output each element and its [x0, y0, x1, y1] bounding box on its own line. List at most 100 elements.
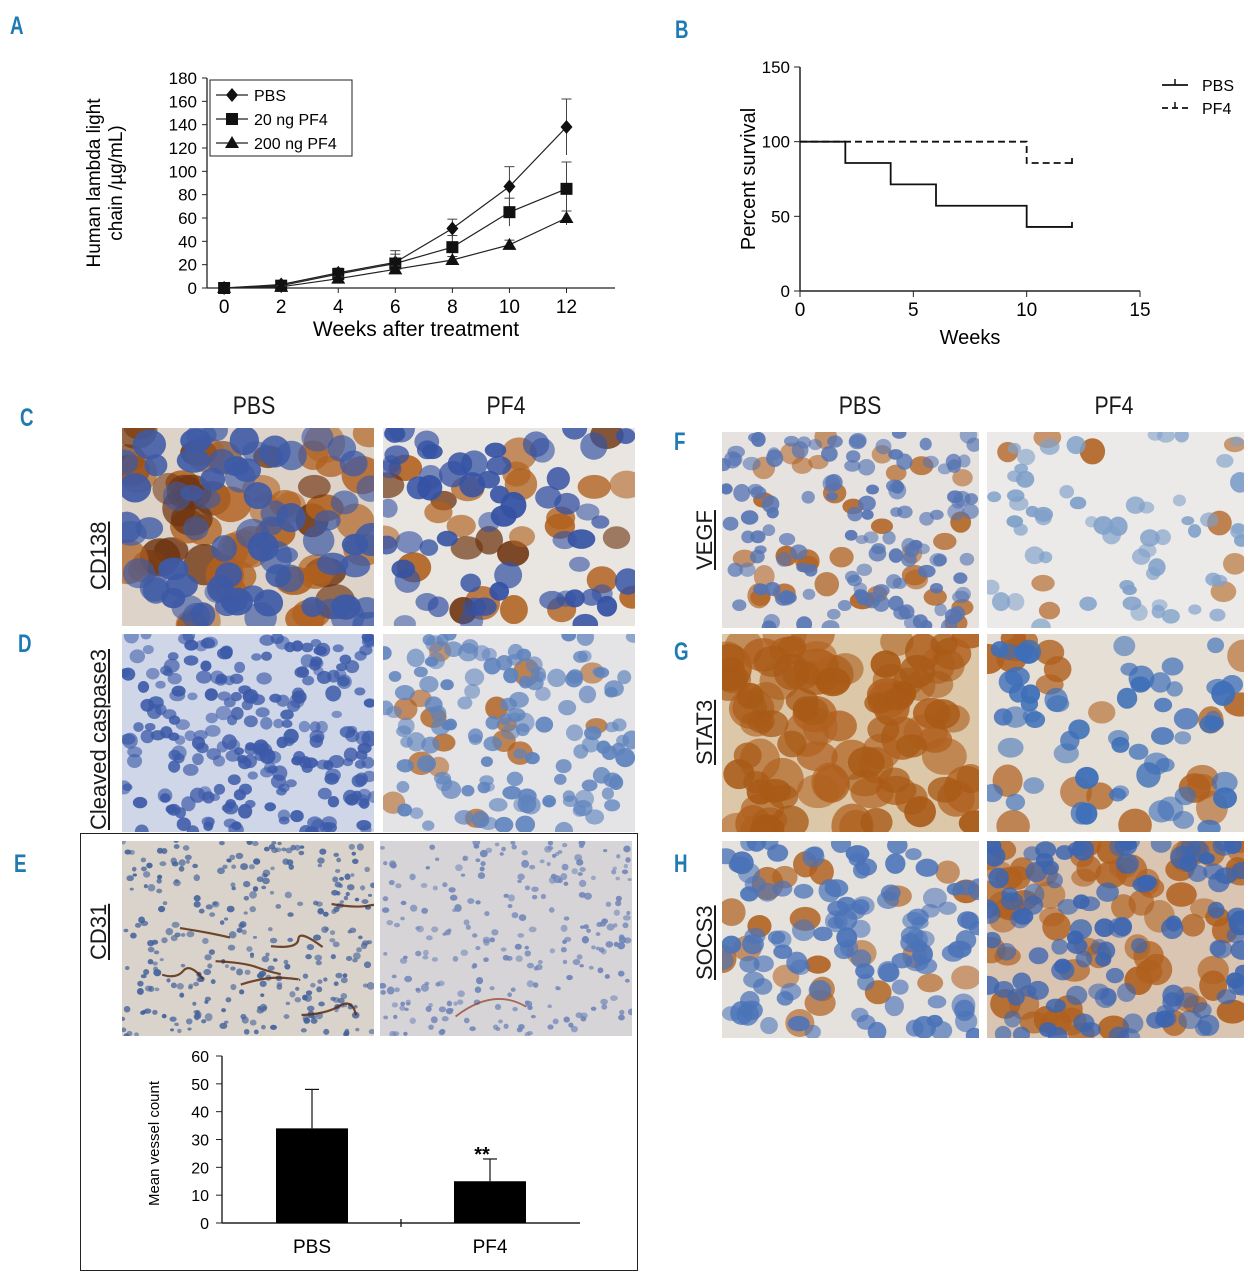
nucleus [598, 947, 605, 953]
nucleus [230, 983, 237, 991]
nucleus [333, 852, 339, 858]
nucleus [892, 667, 924, 696]
nucleus [262, 877, 270, 885]
nucleus [347, 929, 352, 934]
nucleus [302, 994, 308, 1001]
nucleus [344, 873, 351, 880]
nucleus [469, 1026, 476, 1032]
nucleus [332, 644, 344, 653]
nucleus [517, 879, 522, 884]
nucleus [1046, 872, 1063, 889]
nucleus [1136, 762, 1161, 788]
nucleus [560, 924, 568, 932]
nucleus [156, 888, 163, 894]
nucleus [847, 746, 885, 779]
nucleus [600, 998, 608, 1005]
nucleus [498, 713, 512, 726]
nucleus [813, 926, 833, 942]
nucleus [122, 1016, 126, 1022]
nucleus [531, 894, 538, 900]
nucleus [234, 747, 245, 756]
nucleus [763, 614, 781, 628]
nucleus [315, 901, 323, 907]
nucleus [507, 643, 524, 660]
nucleus [586, 928, 591, 933]
nucleus [354, 522, 374, 557]
nucleus [489, 986, 495, 991]
nucleus [846, 770, 884, 797]
nucleus [193, 981, 199, 987]
nucleus [263, 846, 270, 852]
nucleus [354, 759, 366, 769]
nucleus [517, 933, 525, 938]
nucleus [161, 1013, 167, 1019]
nucleus [572, 613, 599, 626]
nucleus [591, 584, 613, 603]
nucleus [232, 458, 262, 483]
nucleus [612, 866, 617, 871]
nucleus [429, 844, 436, 850]
nucleus [1085, 516, 1098, 528]
nucleus [129, 887, 134, 891]
col-header-right-pbs: PBS [838, 392, 882, 420]
nucleus [1102, 525, 1121, 545]
nucleus [283, 1014, 290, 1019]
nucleus [443, 634, 457, 641]
nucleus [897, 505, 913, 519]
nucleus [281, 847, 287, 852]
nucleus [827, 608, 841, 620]
nucleus [285, 779, 297, 788]
nucleus [573, 650, 588, 663]
nucleus [436, 530, 458, 547]
nucleus [570, 1025, 578, 1033]
nucleus [399, 957, 408, 964]
nucleus [461, 784, 475, 797]
nucleus [209, 793, 221, 801]
nucleus [576, 954, 583, 960]
vessel [215, 960, 281, 976]
nucleus [229, 854, 236, 861]
nucleus [391, 559, 416, 579]
nucleus [187, 1027, 192, 1031]
micrograph-stat3-pf4 [987, 634, 1244, 832]
nucleus [300, 654, 315, 668]
stain-blob [935, 860, 960, 884]
nucleus [1161, 609, 1180, 624]
nucleus [579, 879, 587, 888]
nucleus [409, 807, 424, 820]
stain-blob [210, 486, 252, 523]
nucleus [966, 437, 979, 452]
nucleus [384, 428, 405, 443]
nucleus [331, 889, 339, 896]
nucleus [565, 724, 584, 741]
nucleus [872, 584, 890, 597]
nucleus [1205, 572, 1222, 586]
nucleus [464, 668, 485, 687]
y-tick-label: 40 [191, 1105, 209, 1122]
nucleus [186, 930, 195, 938]
nucleus [160, 665, 172, 676]
stain-blob [1118, 808, 1152, 832]
nucleus [340, 992, 348, 1000]
nucleus [965, 1027, 979, 1038]
nucleus [481, 647, 497, 662]
nucleus [195, 742, 209, 754]
nucleus [1174, 731, 1192, 745]
nucleus [472, 933, 478, 938]
nucleus [171, 921, 180, 928]
nucleus [1172, 494, 1186, 507]
y-tick-label: 60 [178, 209, 197, 228]
nucleus [503, 667, 519, 684]
nucleus [564, 589, 585, 608]
nucleus [260, 717, 273, 730]
nucleus [230, 882, 236, 888]
nucleus [154, 987, 160, 992]
nucleus [403, 955, 408, 960]
nucleus [546, 861, 551, 867]
nucleus [332, 997, 340, 1003]
nucleus [535, 686, 551, 701]
nucleus [516, 1027, 523, 1033]
nucleus [169, 689, 186, 702]
nucleus [140, 1010, 146, 1015]
nucleus [621, 869, 629, 875]
